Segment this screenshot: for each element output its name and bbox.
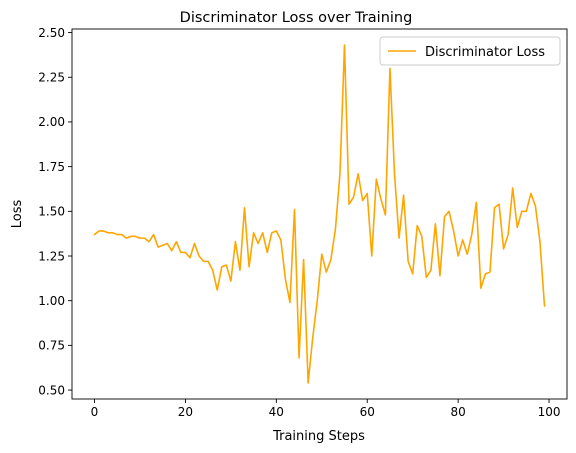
x-tick-label: 20 xyxy=(178,405,193,419)
y-tick-label: 0.50 xyxy=(38,383,65,397)
plot-area xyxy=(93,44,546,384)
y-tick-label: 1.00 xyxy=(38,294,65,308)
y-axis-label: Loss xyxy=(10,200,25,229)
y-tick-label: 2.00 xyxy=(38,115,65,129)
legend-box xyxy=(379,36,561,66)
y-tick-label: 1.25 xyxy=(38,249,65,263)
x-tick-label: 40 xyxy=(269,405,284,419)
legend: Discriminator Loss xyxy=(379,36,561,66)
series-line-discriminator-loss xyxy=(93,44,546,384)
axes-frame xyxy=(71,28,568,400)
y-tick-label: 1.50 xyxy=(38,205,65,219)
x-tick-label: 100 xyxy=(538,405,561,419)
y-tick-label: 2.25 xyxy=(38,71,65,85)
x-tick-label: 60 xyxy=(360,405,375,419)
x-axis-label: Training Steps xyxy=(272,429,365,444)
x-tick-label: 80 xyxy=(450,405,465,419)
x-tick-label: 0 xyxy=(91,405,99,419)
y-tick-label: 0.75 xyxy=(38,339,65,353)
chart-title: Discriminator Loss over Training xyxy=(180,10,413,26)
axis-ticks: 0 20 40 60 80 100 0.50 0.75 1.00 1.25 1.50 1.75 2.00… xyxy=(38,26,560,419)
y-tick-label: 2.50 xyxy=(38,26,65,40)
y-tick-label: 1.75 xyxy=(38,160,65,174)
legend-label: Discriminator Loss xyxy=(425,45,545,60)
